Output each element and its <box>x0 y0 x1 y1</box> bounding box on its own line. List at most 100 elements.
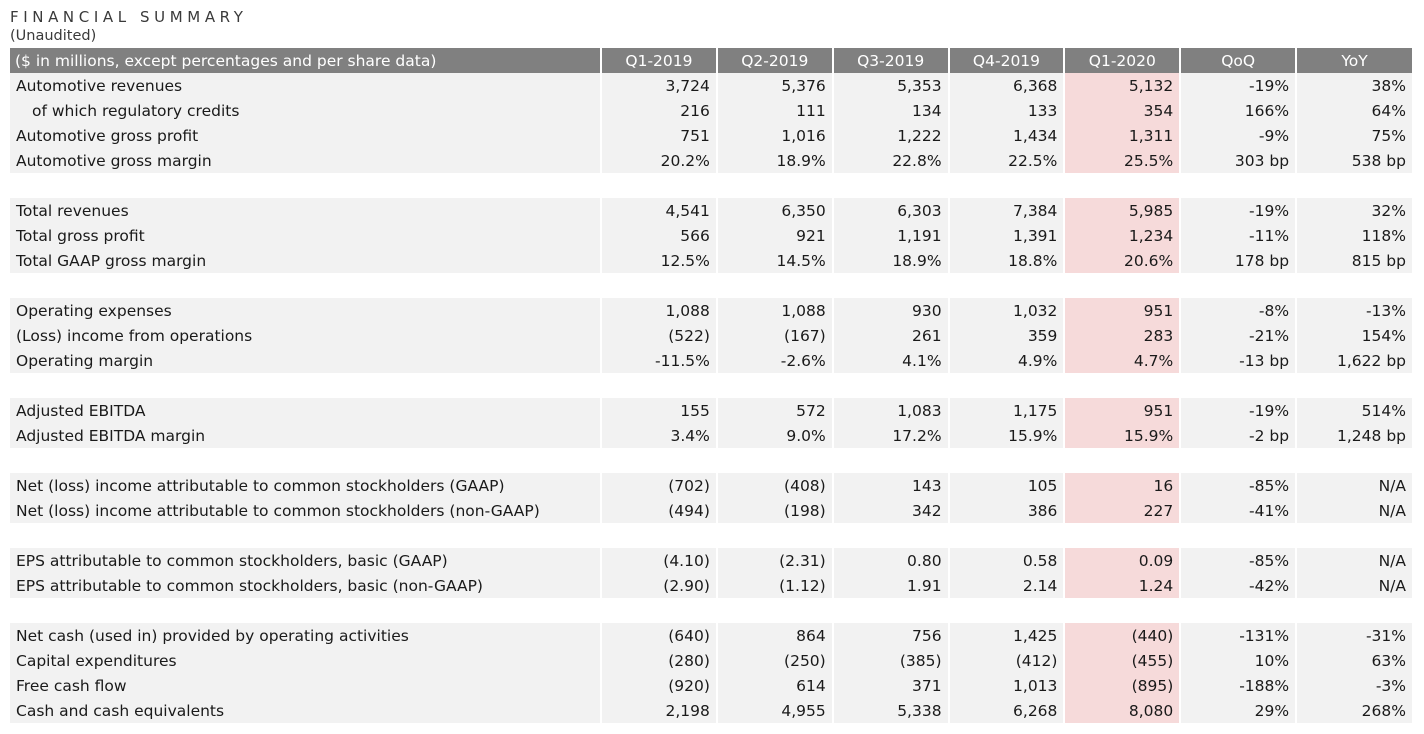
value-cell: (412) <box>948 648 1066 673</box>
value-cell: -11.5% <box>601 348 718 373</box>
highlighted-value-cell: 20.6% <box>1064 248 1182 273</box>
highlighted-value-cell: 951 <box>1064 298 1182 323</box>
value-cell: 6,303 <box>832 198 950 223</box>
header-yoy: YoY <box>1296 48 1412 73</box>
group-spacer <box>10 173 1412 198</box>
value-cell: 1.91 <box>832 573 950 598</box>
value-cell: 1,032 <box>948 298 1066 323</box>
highlighted-value-cell: 25.5% <box>1064 148 1182 173</box>
highlighted-value-cell: 5,132 <box>1064 73 1182 98</box>
spacer-cell <box>10 373 1412 398</box>
spacer-cell <box>10 523 1412 548</box>
value-cell: 371 <box>832 673 950 698</box>
value-cell: -11% <box>1180 223 1298 248</box>
value-cell: -85% <box>1180 548 1298 573</box>
row-label: Total revenues <box>10 198 603 223</box>
table-row: Automotive gross margin 20.2% 18.9% 22.8% 22… <box>10 148 1412 173</box>
value-cell: 5,353 <box>832 73 950 98</box>
value-cell: 154% <box>1296 323 1412 348</box>
value-cell: 268% <box>1296 698 1412 723</box>
value-cell: 9.0% <box>716 423 834 448</box>
group-spacer <box>10 273 1412 298</box>
value-cell: 105 <box>948 473 1066 498</box>
table-row: Total GAAP gross margin 12.5% 14.5% 18.9% 18… <box>10 248 1412 273</box>
row-label: (Loss) income from operations <box>10 323 603 348</box>
table-row: Net cash (used in) provided by operating… <box>10 623 1412 648</box>
value-cell: -188% <box>1180 673 1298 698</box>
value-cell: 342 <box>832 498 950 523</box>
value-cell: 118% <box>1296 223 1412 248</box>
value-cell: 2,198 <box>601 698 718 723</box>
spacer-cell <box>10 448 1412 473</box>
table-row: Adjusted EBITDA 155 572 1,083 1,175 951 -19% 51… <box>10 398 1412 423</box>
value-cell: N/A <box>1296 548 1412 573</box>
value-cell: 1,013 <box>948 673 1066 698</box>
value-cell: (640) <box>601 623 718 648</box>
value-cell: 133 <box>948 98 1066 123</box>
value-cell: 75% <box>1296 123 1412 148</box>
highlighted-value-cell: 16 <box>1064 473 1182 498</box>
value-cell: 22.5% <box>948 148 1066 173</box>
row-label: Net (loss) income attributable to common… <box>10 498 603 523</box>
value-cell: 921 <box>716 223 834 248</box>
value-cell: -85% <box>1180 473 1298 498</box>
row-label: Operating expenses <box>10 298 603 323</box>
value-cell: 538 bp <box>1296 148 1412 173</box>
value-cell: 14.5% <box>716 248 834 273</box>
value-cell: 1,088 <box>601 298 718 323</box>
value-cell: 1,391 <box>948 223 1066 248</box>
value-cell: 4,955 <box>716 698 834 723</box>
table-row: Automotive revenues 3,724 5,376 5,353 6,368 5… <box>10 73 1412 98</box>
value-cell: (4.10) <box>601 548 718 573</box>
value-cell: (2.31) <box>716 548 834 573</box>
value-cell: -13% <box>1296 298 1412 323</box>
value-cell: 38% <box>1296 73 1412 98</box>
value-cell: 12.5% <box>601 248 718 273</box>
value-cell: -19% <box>1180 198 1298 223</box>
highlighted-value-cell: 283 <box>1064 323 1182 348</box>
value-cell: 63% <box>1296 648 1412 673</box>
row-label: Automotive revenues <box>10 73 603 98</box>
group-spacer <box>10 448 1412 473</box>
value-cell: 4,541 <box>601 198 718 223</box>
value-cell: 22.8% <box>832 148 950 173</box>
financial-summary-table: ($ in millions, except percentages and p… <box>10 48 1412 723</box>
value-cell: -41% <box>1180 498 1298 523</box>
value-cell: -19% <box>1180 398 1298 423</box>
value-cell: 751 <box>601 123 718 148</box>
value-cell: -13 bp <box>1180 348 1298 373</box>
value-cell: 6,368 <box>948 73 1066 98</box>
value-cell: 2.14 <box>948 573 1066 598</box>
value-cell: 1,016 <box>716 123 834 148</box>
value-cell: 1,248 bp <box>1296 423 1412 448</box>
group-spacer <box>10 598 1412 623</box>
spacer-cell <box>10 598 1412 623</box>
table-row: (Loss) income from operations (522) (167) 2… <box>10 323 1412 348</box>
value-cell: 64% <box>1296 98 1412 123</box>
value-cell: 1,088 <box>716 298 834 323</box>
row-label: EPS attributable to common stockholders,… <box>10 573 603 598</box>
table-row: Cash and cash equivalents 2,198 4,955 5,338… <box>10 698 1412 723</box>
value-cell: 261 <box>832 323 950 348</box>
value-cell: (702) <box>601 473 718 498</box>
value-cell: 166% <box>1180 98 1298 123</box>
row-label: of which regulatory credits <box>10 98 603 123</box>
row-label: Automotive gross profit <box>10 123 603 148</box>
value-cell: 1,191 <box>832 223 950 248</box>
value-cell: 4.9% <box>948 348 1066 373</box>
table-body: Automotive revenues 3,724 5,376 5,353 6,368 5… <box>10 73 1412 723</box>
row-label: Cash and cash equivalents <box>10 698 603 723</box>
value-cell: 756 <box>832 623 950 648</box>
table-row: Total revenues 4,541 6,350 6,303 7,384 5,985-… <box>10 198 1412 223</box>
value-cell: 3,724 <box>601 73 718 98</box>
table-row: EPS attributable to common stockholders,… <box>10 548 1412 573</box>
value-cell: 134 <box>832 98 950 123</box>
value-cell: (250) <box>716 648 834 673</box>
table-row: Free cash flow (920) 614 371 1,013 (895) -188%… <box>10 673 1412 698</box>
highlighted-value-cell: (895) <box>1064 673 1182 698</box>
group-spacer <box>10 373 1412 398</box>
highlighted-value-cell: 354 <box>1064 98 1182 123</box>
row-label: EPS attributable to common stockholders,… <box>10 548 603 573</box>
value-cell: (408) <box>716 473 834 498</box>
value-cell: (920) <box>601 673 718 698</box>
